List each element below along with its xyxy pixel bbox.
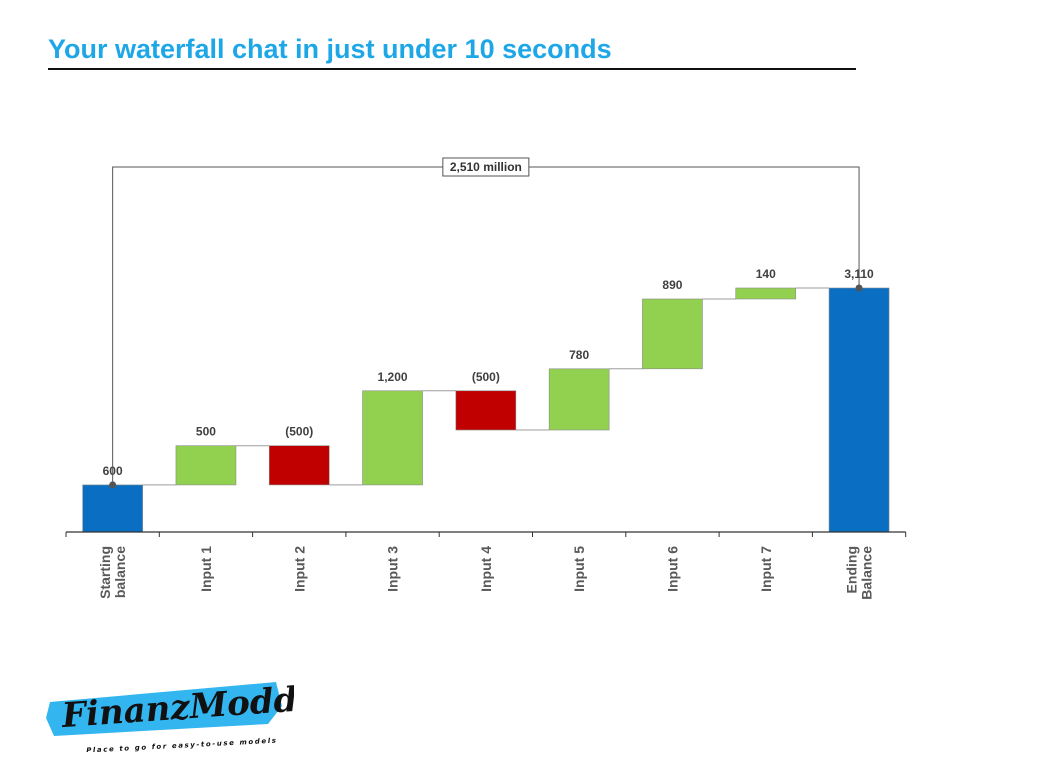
category-label: Input 4	[478, 546, 494, 592]
bar-2	[175, 445, 237, 486]
data-label: 780	[569, 348, 589, 362]
bar-6	[548, 368, 610, 431]
bar-4	[362, 390, 423, 486]
logo-wordmark: FinanzModd	[60, 680, 294, 736]
category-label: Ending	[844, 546, 860, 593]
bracket-start-dot	[109, 481, 117, 489]
difference-label: 2,510 million	[450, 160, 522, 174]
finanzmodd-logo: FinanzModd Place to go for easy-to-use m…	[46, 680, 294, 752]
category-label: Starting	[97, 546, 113, 599]
bar-3	[268, 445, 330, 486]
bar-7	[642, 298, 703, 370]
data-label: (500)	[285, 425, 313, 439]
bar-1	[82, 484, 143, 533]
data-label: (500)	[472, 370, 500, 384]
category-label: Input 6	[664, 546, 680, 592]
page-title: Your waterfall chat in just under 10 sec…	[48, 34, 612, 64]
logo-tagline: Place to go for easy-to-use models	[86, 737, 278, 752]
title-underline	[48, 68, 856, 70]
difference-bracket	[112, 166, 860, 485]
data-label: 890	[662, 278, 682, 292]
bar-9	[828, 287, 890, 533]
data-label: 500	[196, 425, 216, 439]
bracket-end-dot	[855, 284, 863, 292]
difference-label-box	[442, 157, 530, 177]
category-label: Input 7	[758, 546, 774, 592]
category-label: Input 2	[291, 546, 307, 592]
data-label: 1,200	[378, 370, 408, 384]
bar-8	[735, 287, 797, 300]
category-label: Balance	[859, 546, 875, 600]
logo-brush-stroke	[46, 682, 282, 736]
category-label: balance	[112, 546, 128, 598]
bar-5	[455, 390, 517, 431]
data-label: 140	[756, 267, 776, 281]
category-label: Input 5	[571, 546, 587, 592]
category-label: Input 3	[385, 546, 401, 592]
category-label: Input 1	[198, 546, 214, 592]
